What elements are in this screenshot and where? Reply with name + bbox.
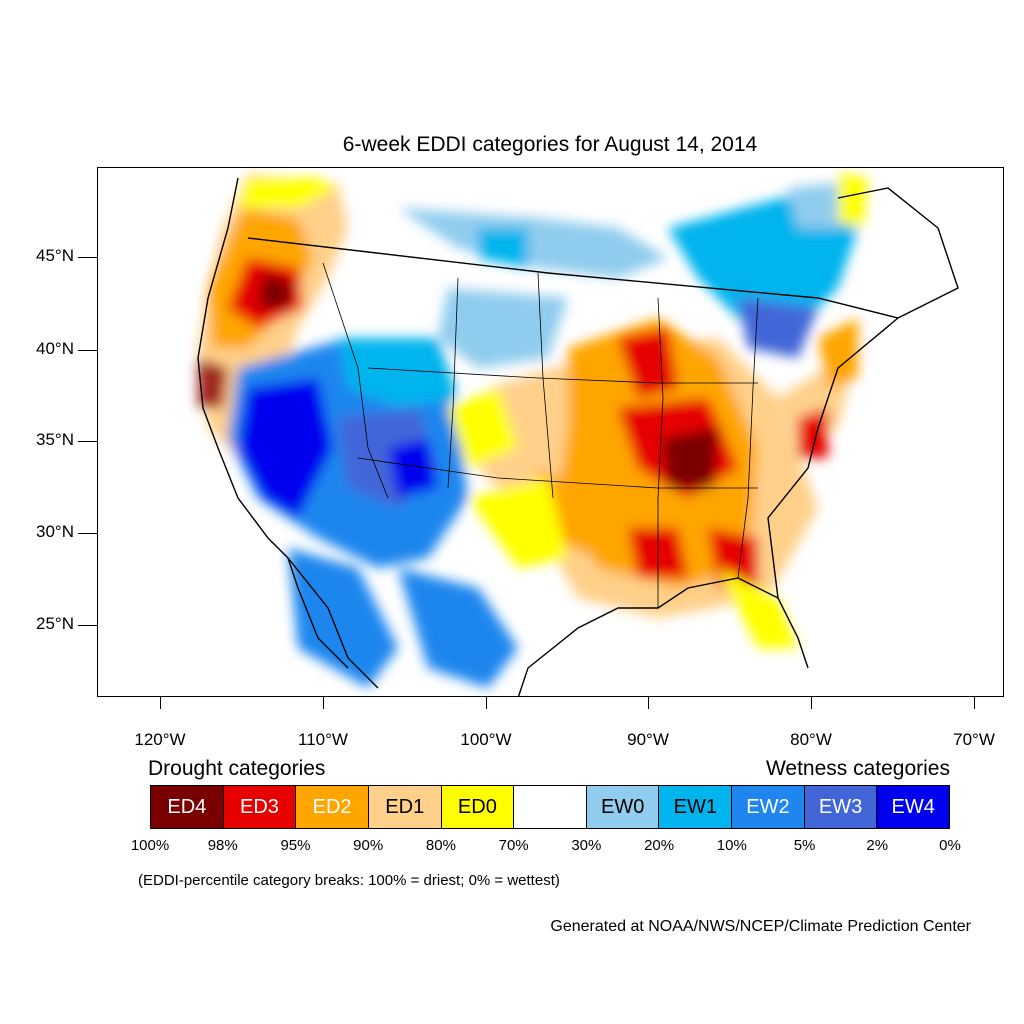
lat-label-25: 25°N: [36, 614, 74, 633]
lat-tick: [78, 625, 97, 626]
coastline-layer: [197, 177, 959, 696]
legend-break-label: 100%: [130, 837, 170, 854]
legend-swatch-ed0: ED0: [441, 786, 515, 828]
lon-tick: [811, 697, 812, 709]
eddi-map: [197, 173, 959, 696]
lon-tick: [648, 697, 649, 709]
lon-label-70: 70°W: [953, 730, 995, 749]
legend-break-label: 98%: [207, 837, 238, 854]
lat-label-45: 45°N: [36, 246, 74, 265]
legend-swatch-ew4: EW4: [877, 786, 950, 828]
legend-break-label: 10%: [716, 837, 747, 854]
legend-swatch-ed2: ED2: [296, 786, 369, 828]
map-frame: [97, 167, 1004, 697]
category-fill-layer: [198, 173, 868, 688]
legend-break-label: 20%: [644, 837, 675, 854]
lat-label-40: 40°N: [36, 339, 74, 358]
lon-tick: [486, 697, 487, 709]
lon-tick: [160, 697, 161, 709]
wetness-categories-heading: Wetness categories: [765, 757, 950, 780]
credit-line: Generated at NOAA/NWS/NCEP/Climate Predi…: [550, 918, 971, 935]
lat-tick: [78, 257, 97, 258]
lat-tick: [78, 350, 97, 351]
category-note: (EDDI-percentile category breaks: 100% =…: [138, 872, 560, 889]
lon-tick: [323, 697, 324, 709]
legend-swatch-ed1: ED1: [368, 786, 442, 828]
lat-label-35: 35°N: [36, 430, 74, 449]
lon-label-100: 100°W: [460, 730, 512, 749]
legend-swatch-ed4: ED4: [151, 786, 224, 828]
legend-swatch-ew1: EW1: [659, 786, 733, 828]
lat-label-30: 30°N: [36, 522, 74, 541]
legend-color-bar: ED4 ED3 ED2 ED1 ED0 EW0 EW1 EW2 EW3 EW4: [150, 785, 950, 829]
lon-label-110: 110°W: [298, 730, 348, 749]
legend-break-label: 70%: [498, 837, 529, 854]
drought-categories-heading: Drought categories: [148, 757, 326, 780]
legend-break-label: 2%: [866, 837, 889, 854]
state-borders-layer: [322, 262, 759, 608]
legend-swatch-ew2: EW2: [732, 786, 805, 828]
legend-swatch-ew3: EW3: [804, 786, 878, 828]
map-title: 6-week EDDI categories for August 14, 20…: [342, 133, 758, 156]
legend-swatch-ew0: EW0: [586, 786, 660, 828]
legend-swatch-ed3: ED3: [223, 786, 297, 828]
legend-break-label: 80%: [425, 837, 456, 854]
lat-tick: [78, 533, 97, 534]
legend-break-label: 0%: [939, 837, 961, 854]
legend-swatch-neutral: [514, 786, 587, 828]
lon-label-80: 80°W: [790, 730, 832, 749]
legend-break-label: 30%: [571, 837, 602, 854]
lon-label-120: 120°W: [134, 730, 186, 749]
lat-tick: [78, 441, 97, 442]
legend-break-label: 5%: [793, 837, 816, 854]
lon-label-90: 90°W: [627, 730, 669, 749]
legend-break-label: 90%: [353, 837, 384, 854]
legend-break-label: 95%: [280, 837, 311, 854]
lon-tick: [974, 697, 975, 709]
